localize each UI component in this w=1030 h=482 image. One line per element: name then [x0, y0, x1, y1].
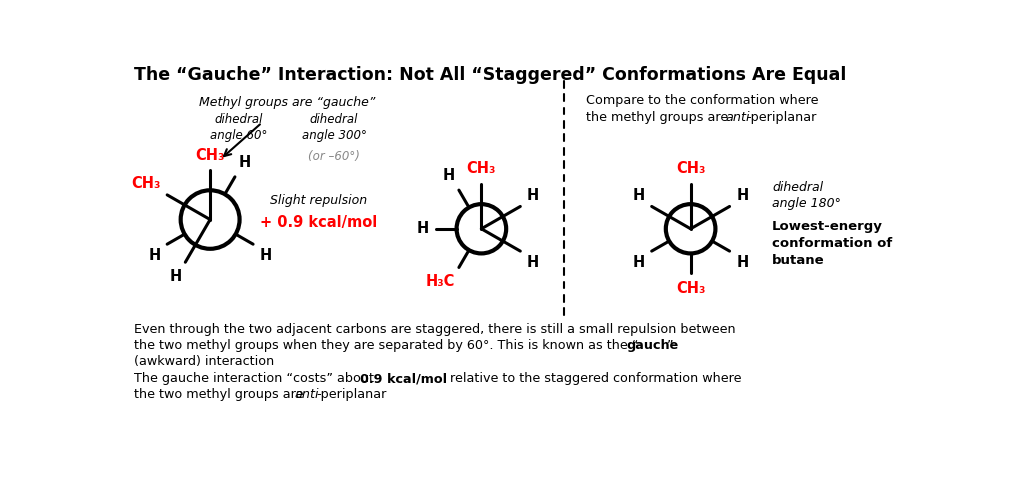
Text: Lowest-energy
conformation of
butane: Lowest-energy conformation of butane [772, 219, 892, 267]
Text: CH₃: CH₃ [676, 281, 706, 296]
Text: dihedral
angle 60°: dihedral angle 60° [210, 113, 268, 142]
Text: Compare to the conformation where: Compare to the conformation where [586, 94, 819, 107]
Text: -periplanar: -periplanar [747, 111, 817, 124]
Text: H: H [736, 187, 749, 202]
Text: dihedral
angle 300°: dihedral angle 300° [302, 113, 367, 142]
Text: H: H [416, 221, 428, 236]
Text: CH₃: CH₃ [467, 161, 496, 176]
Text: + 0.9 kcal/mol: + 0.9 kcal/mol [260, 215, 377, 230]
Text: Even through the two adjacent carbons are staggered, there is still a small repu: Even through the two adjacent carbons ar… [134, 323, 735, 336]
Text: anti: anti [295, 388, 319, 401]
Text: (or –60°): (or –60°) [308, 150, 360, 163]
Text: the two methyl groups when they are separated by 60°. This is known as the “: the two methyl groups when they are sepa… [134, 339, 639, 352]
Text: anti: anti [725, 111, 750, 124]
Text: CH₃: CH₃ [676, 161, 706, 176]
Text: H: H [736, 255, 749, 270]
Text: H: H [148, 248, 161, 263]
Text: Methyl groups are “gauche”: Methyl groups are “gauche” [200, 96, 376, 109]
Text: Slight repulsion: Slight repulsion [270, 194, 367, 207]
Text: (awkward) interaction: (awkward) interaction [134, 355, 274, 368]
Text: The gauche interaction “costs” about: The gauche interaction “costs” about [134, 372, 378, 385]
Text: 0.9 kcal/mol: 0.9 kcal/mol [359, 372, 447, 385]
Text: ”: ” [667, 339, 674, 352]
Text: CH₃: CH₃ [131, 176, 161, 191]
Text: H: H [239, 155, 251, 170]
Text: the two methyl groups are: the two methyl groups are [134, 388, 308, 401]
Text: dihedral
angle 180°: dihedral angle 180° [772, 181, 840, 210]
Text: The “Gauche” Interaction: Not All “Staggered” Conformations Are Equal: The “Gauche” Interaction: Not All “Stagg… [134, 66, 847, 83]
Text: H: H [527, 255, 540, 270]
Text: the methyl groups are: the methyl groups are [586, 111, 732, 124]
Text: H: H [260, 248, 272, 263]
Text: H₃C: H₃C [425, 274, 455, 289]
Text: H: H [443, 168, 455, 184]
Text: H: H [632, 255, 645, 270]
Text: H: H [169, 269, 181, 284]
Text: CH₃: CH₃ [196, 147, 225, 162]
Text: -periplanar: -periplanar [316, 388, 386, 401]
Text: H: H [632, 187, 645, 202]
Text: H: H [527, 187, 540, 202]
Text: relative to the staggered conformation where: relative to the staggered conformation w… [446, 372, 742, 385]
Text: gauche: gauche [626, 339, 679, 352]
